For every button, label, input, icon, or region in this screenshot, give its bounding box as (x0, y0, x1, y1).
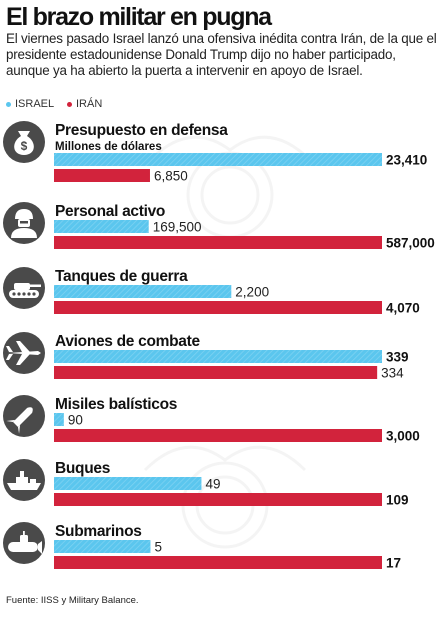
value-label-iran: 4,070 (386, 301, 420, 316)
bar-iran (54, 366, 378, 379)
legend-israel: ISRAEL (6, 98, 54, 110)
ship-icon (3, 459, 45, 501)
group-title: Aviones de combate (55, 333, 200, 350)
chart-group-0: $ Presupuesto en defensa Millones de dólar… (3, 121, 427, 184)
group-title: Misiles balísticos (55, 396, 177, 413)
bar-israel (54, 220, 149, 233)
bar-israel (54, 413, 64, 426)
value-label-israel: 339 (386, 350, 409, 365)
bar-iran (54, 556, 382, 569)
value-label-iran: 334 (381, 366, 404, 381)
legend-iran: IRÁN (67, 98, 102, 110)
group-title: Tanques de guerra (55, 268, 188, 285)
bar-iran (54, 301, 382, 314)
legend-iran-swatch (67, 101, 72, 107)
value-label-israel: 23,410 (386, 153, 427, 168)
group-title: Buques (55, 460, 110, 477)
legend-israel-label: ISRAEL (15, 98, 55, 110)
value-label-iran: 17 (386, 556, 401, 571)
value-label-israel: 2,200 (235, 285, 269, 300)
svg-text:$: $ (21, 139, 28, 153)
bar-iran (54, 493, 382, 506)
value-label-iran: 3,000 (386, 429, 420, 444)
value-label-israel: 5 (154, 540, 162, 555)
source-note: Fuente: IISS y Military Balance. (6, 595, 139, 606)
bar-israel (54, 350, 382, 363)
value-label-israel: 90 (68, 413, 83, 428)
bar-iran (54, 169, 150, 182)
tank-icon (3, 267, 45, 309)
value-label-israel: 49 (205, 477, 220, 492)
money-bag-icon: $ (3, 121, 45, 163)
chart-group-6: Submarinos 5 17 (3, 522, 401, 571)
bar-israel (54, 540, 151, 553)
page-subtitle: El viernes pasado Israel lanzó una ofens… (6, 31, 437, 78)
group-title: Presupuesto en defensa (55, 122, 228, 139)
jet-icon (3, 332, 45, 374)
legend-iran-label: IRÁN (76, 98, 103, 110)
chart-group-5: Buques 49 109 (3, 459, 409, 508)
bar-israel (54, 153, 382, 166)
value-label-iran: 6,850 (154, 169, 188, 184)
chart-group-2: Tanques de guerra 2,200 4,070 (3, 267, 420, 316)
legend-israel-swatch (6, 101, 11, 107)
bar-iran (54, 236, 382, 249)
value-label-iran: 587,000 (386, 236, 435, 251)
group-title: Submarinos (55, 523, 142, 540)
bar-israel (54, 285, 232, 298)
page-title: El brazo militar en pugna (6, 3, 272, 31)
group-subtitle: Millones de dólares (55, 141, 162, 153)
group-title: Personal activo (55, 203, 165, 220)
submarine-icon (3, 522, 45, 564)
value-label-israel: 169,500 (153, 220, 202, 235)
soldier-icon (3, 202, 45, 244)
bar-iran (54, 429, 382, 442)
value-label-iran: 109 (386, 493, 409, 508)
bar-israel (54, 477, 202, 490)
missile-icon (3, 395, 45, 437)
